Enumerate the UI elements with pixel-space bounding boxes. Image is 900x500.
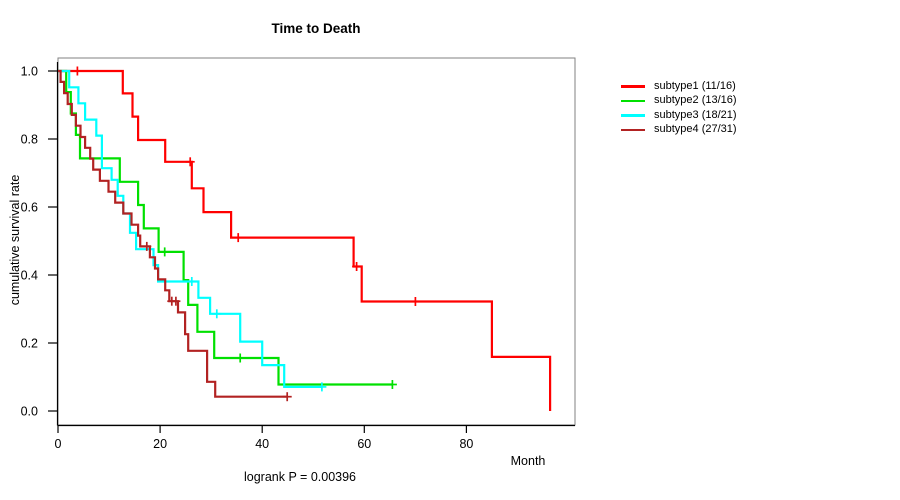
y-axis-label: cumulative survival rate — [8, 174, 22, 306]
x-tick-label: 40 — [255, 437, 269, 451]
legend-item-subtype1: subtype1 (11/16) — [621, 79, 737, 94]
legend-item-subtype4: subtype4 (27/31) — [621, 123, 737, 138]
legend-label-subtype4: subtype4 (27/31) — [654, 123, 737, 136]
y-tick-label: 0.4 — [21, 269, 38, 283]
x-tick-label: 60 — [357, 437, 371, 451]
legend-line-swatch-subtype4 — [621, 128, 645, 131]
y-tick-label: 1.0 — [21, 65, 38, 79]
legend-line-swatch-subtype2 — [621, 99, 645, 102]
logrank-pvalue-annotation: logrank P = 0.00396 — [243, 470, 357, 484]
x-tick-label: 20 — [153, 437, 167, 451]
plot-title: Time to Death — [271, 21, 361, 36]
y-tick-label: 0.0 — [21, 405, 38, 419]
legend-item-subtype3: subtype3 (18/21) — [621, 108, 737, 123]
legend-item-subtype2: subtype2 (13/16) — [621, 94, 737, 109]
legend-label-subtype1: subtype1 (11/16) — [654, 79, 736, 92]
legend: subtype1 (11/16) subtype2 (13/16) subtyp… — [621, 79, 737, 137]
survival-curve-subtype2 — [58, 69, 393, 386]
legend-label-subtype2: subtype2 (13/16) — [654, 94, 737, 107]
survival-curve-subtype3 — [58, 69, 322, 388]
y-tick-label: 0.2 — [21, 337, 38, 351]
legend-line-swatch-subtype3 — [621, 114, 645, 117]
y-tick-label: 0.6 — [21, 201, 38, 215]
survival-curve-subtype1 — [58, 69, 552, 411]
x-tick-label: 80 — [459, 437, 473, 451]
survival-curve-subtype4 — [58, 69, 288, 398]
y-tick-label: 0.8 — [21, 133, 38, 147]
x-axis-label: Month — [510, 454, 546, 468]
x-tick-label: 0 — [55, 437, 62, 451]
legend-line-swatch-subtype1 — [621, 85, 645, 88]
legend-label-subtype3: subtype3 (18/21) — [654, 108, 737, 121]
